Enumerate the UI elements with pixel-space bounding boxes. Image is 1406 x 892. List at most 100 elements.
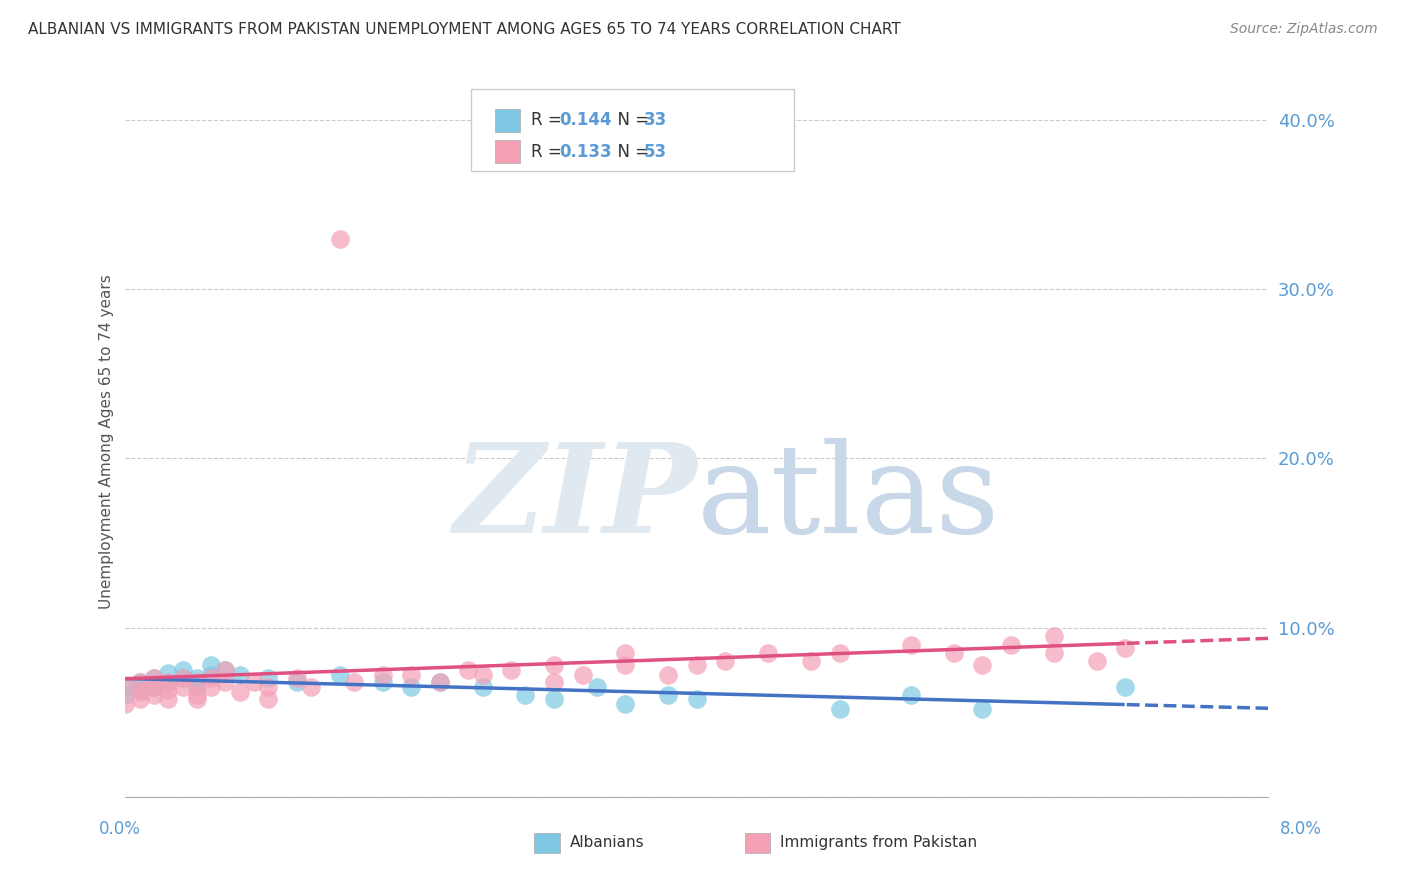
Point: [501, 663, 523, 677]
Point: [399, 680, 422, 694]
Point: [1000, 638, 1022, 652]
Text: ALBANIAN VS IMMIGRANTS FROM PAKISTAN UNEMPLOYMENT AMONG AGES 65 TO 74 YEARS CORR: ALBANIAN VS IMMIGRANTS FROM PAKISTAN UNE…: [28, 22, 901, 37]
Point: [900, 638, 922, 652]
Point: [399, 668, 422, 682]
Point: [200, 680, 222, 694]
Point: [229, 685, 252, 699]
Point: [343, 674, 366, 689]
Point: [828, 702, 851, 716]
Point: [143, 671, 166, 685]
Point: [329, 668, 352, 682]
Point: [229, 668, 252, 682]
Point: [515, 688, 537, 702]
Point: [571, 668, 593, 682]
Text: 0.0%: 0.0%: [98, 820, 141, 838]
Point: [900, 688, 922, 702]
Point: [214, 674, 236, 689]
Y-axis label: Unemployment Among Ages 65 to 74 years: Unemployment Among Ages 65 to 74 years: [100, 274, 114, 609]
Point: [186, 680, 208, 694]
Text: Albanians: Albanians: [569, 836, 644, 850]
Point: [172, 680, 194, 694]
Text: 0.144: 0.144: [560, 112, 612, 129]
Point: [128, 674, 150, 689]
Point: [157, 674, 180, 689]
Point: [200, 668, 222, 682]
Point: [172, 671, 194, 685]
Point: [285, 674, 308, 689]
Point: [371, 668, 394, 682]
Point: [200, 657, 222, 672]
Point: [128, 674, 150, 689]
Point: [172, 663, 194, 677]
Point: [157, 683, 180, 698]
Point: [371, 674, 394, 689]
Text: atlas: atlas: [697, 438, 1000, 559]
Point: [114, 680, 136, 694]
Point: [972, 657, 994, 672]
Point: [114, 697, 136, 711]
Point: [471, 680, 494, 694]
Text: N =: N =: [607, 112, 655, 129]
Point: [800, 654, 823, 668]
Point: [429, 674, 451, 689]
Point: [257, 691, 280, 706]
Point: [186, 691, 208, 706]
Point: [257, 671, 280, 685]
Point: [1114, 680, 1136, 694]
Point: [114, 680, 136, 694]
Text: R =: R =: [531, 143, 568, 161]
Point: [200, 671, 222, 685]
Point: [172, 671, 194, 685]
Text: 33: 33: [644, 112, 668, 129]
Point: [157, 674, 180, 689]
Point: [243, 674, 266, 689]
Point: [186, 671, 208, 685]
Text: R =: R =: [531, 112, 568, 129]
Text: 53: 53: [644, 143, 666, 161]
Text: 8.0%: 8.0%: [1279, 820, 1322, 838]
Point: [657, 688, 679, 702]
Point: [157, 691, 180, 706]
Point: [657, 668, 679, 682]
Point: [1043, 646, 1066, 660]
Point: [614, 657, 637, 672]
Point: [614, 697, 637, 711]
Point: [329, 231, 352, 245]
Point: [1085, 654, 1108, 668]
Point: [543, 674, 565, 689]
Point: [972, 702, 994, 716]
Point: [143, 671, 166, 685]
Point: [942, 646, 965, 660]
Point: [128, 683, 150, 698]
Point: [429, 674, 451, 689]
Point: [257, 680, 280, 694]
Point: [1114, 640, 1136, 655]
Point: [686, 691, 709, 706]
Text: ZIP: ZIP: [453, 438, 697, 559]
Point: [543, 657, 565, 672]
Point: [186, 674, 208, 689]
Point: [714, 654, 737, 668]
Text: Immigrants from Pakistan: Immigrants from Pakistan: [780, 836, 977, 850]
Point: [828, 646, 851, 660]
Point: [614, 646, 637, 660]
Point: [471, 668, 494, 682]
Point: [543, 691, 565, 706]
Point: [143, 680, 166, 694]
Point: [128, 685, 150, 699]
Point: [214, 663, 236, 677]
Point: [214, 663, 236, 677]
Text: Source: ZipAtlas.com: Source: ZipAtlas.com: [1230, 22, 1378, 37]
Text: 0.133: 0.133: [560, 143, 612, 161]
Point: [285, 671, 308, 685]
Point: [686, 657, 709, 672]
Point: [299, 680, 322, 694]
Point: [457, 663, 479, 677]
Point: [157, 666, 180, 681]
Point: [186, 688, 208, 702]
Point: [585, 680, 607, 694]
Point: [756, 646, 779, 660]
Point: [143, 680, 166, 694]
Point: [1043, 629, 1066, 643]
Point: [114, 688, 136, 702]
